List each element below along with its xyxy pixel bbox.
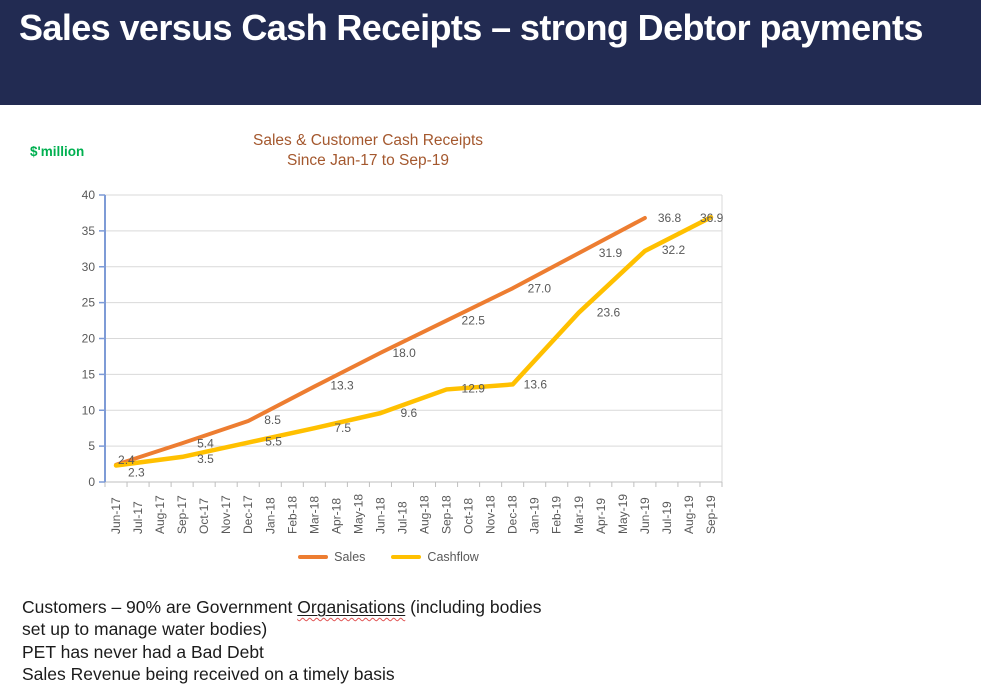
x-tick-label: Nov-18 <box>484 495 498 534</box>
y-tick-label: 5 <box>88 439 95 453</box>
notes-line-1-end: (including bodies <box>405 597 542 617</box>
notes-line-2: set up to manage water bodies) <box>22 619 268 640</box>
chart-title: Sales & Customer Cash Receipts Since Jan… <box>168 131 568 171</box>
data-label-sales: 27.0 <box>528 281 552 295</box>
notes-line-4: Sales Revenue being received on a timely… <box>22 664 395 685</box>
x-tick-label: Jan-19 <box>528 497 542 534</box>
x-tick-label: Sep-18 <box>440 495 454 534</box>
y-tick-label: 20 <box>82 332 96 346</box>
data-label-cashflow: 32.2 <box>662 243 686 257</box>
spellcheck-squiggle: Organisations <box>297 597 405 617</box>
series-line-cashflow <box>113 214 714 468</box>
data-label-cashflow: 36.9 <box>700 211 724 225</box>
x-tick-label: Aug-18 <box>418 495 432 534</box>
y-tick-label: 10 <box>82 403 96 417</box>
legend-line-swatch-icon <box>391 555 422 559</box>
data-label-cashflow: 3.5 <box>197 452 214 466</box>
data-label-cashflow: 12.9 <box>462 381 486 395</box>
line-chart: 0 5 10 15 20 25 30 35 40 Jun-17 Jul-17 Aug-17 Sep-17… <box>82 188 724 534</box>
x-tick-label: May-18 <box>351 494 365 534</box>
x-tick-label: May-19 <box>616 494 630 534</box>
data-label-sales: 5.4 <box>197 436 214 450</box>
data-label-cashflow: 23.6 <box>597 306 621 320</box>
page-title: Sales versus Cash Receipts – strong Debt… <box>19 7 923 48</box>
x-tick-label: Dec-18 <box>506 495 520 534</box>
y-tick-label: 35 <box>82 224 96 238</box>
x-tick-label: Sep-19 <box>704 495 718 534</box>
data-label-cashflow: 13.6 <box>524 377 548 391</box>
data-label-sales: 22.5 <box>462 314 486 328</box>
x-tick-label: Oct-17 <box>197 498 211 534</box>
data-label-sales: 18.0 <box>392 346 416 360</box>
notes-line-1: Customers – 90% are Government Organisat… <box>22 596 541 618</box>
x-tick-label: Jun-18 <box>373 497 387 534</box>
series-line-sales <box>114 215 647 467</box>
chart-title-line1: Sales & Customer Cash Receipts <box>252 132 483 149</box>
x-tick-label: Apr-18 <box>329 498 343 534</box>
x-tick-label: Jun-17 <box>109 497 123 534</box>
data-label-cashflow: 2.3 <box>128 465 145 479</box>
notes-line-3: PET has never had a Bad Debt <box>22 641 264 662</box>
x-tick-label: Jan-18 <box>263 497 277 534</box>
x-tick-label: Mar-18 <box>307 496 321 534</box>
data-label-sales: 8.5 <box>264 413 281 427</box>
misspelled-word: Organisations <box>297 597 406 617</box>
chart-legend: Sales Cashflow <box>80 550 697 564</box>
data-label-sales: 13.3 <box>330 379 354 393</box>
x-tick-label: Dec-17 <box>241 495 255 534</box>
x-tick-label: Nov-17 <box>219 495 233 534</box>
x-tick-label: Oct-18 <box>462 498 476 534</box>
legend-item-sales: Sales <box>298 550 365 564</box>
notes-line-1-start: Customers – 90% are Government <box>22 597 298 617</box>
x-tick-label: Apr-19 <box>594 498 608 534</box>
x-tick-label: Aug-19 <box>682 495 696 534</box>
x-tick-label: Sep-17 <box>175 495 189 534</box>
x-tick-label: Jul-18 <box>395 501 409 534</box>
axis-unit-label: $'million <box>30 144 85 159</box>
header-banner: Sales versus Cash Receipts – strong Debt… <box>0 0 981 105</box>
data-label-cashflow: 5.5 <box>265 435 282 449</box>
y-tick-label: 30 <box>82 260 96 274</box>
legend-label: Sales <box>334 550 366 564</box>
y-tick-label: 0 <box>88 475 95 489</box>
x-tick-label: Jul-17 <box>131 501 145 534</box>
data-label-sales: 36.8 <box>658 211 682 225</box>
x-tick-label: Jun-19 <box>638 497 652 534</box>
chart-title-line2: Since Jan-17 to Sep-19 <box>287 152 449 169</box>
data-label-cashflow: 9.6 <box>400 406 417 420</box>
x-tick-label: Feb-19 <box>550 496 564 534</box>
data-label-sales: 31.9 <box>599 246 623 260</box>
legend-item-cashflow: Cashflow <box>391 550 479 564</box>
legend-line-swatch-icon <box>298 555 329 559</box>
data-label-sales: 2.4 <box>118 453 135 467</box>
data-label-cashflow: 7.5 <box>334 421 351 435</box>
x-tick-label: Jul-19 <box>660 501 674 534</box>
legend-label: Cashflow <box>427 550 479 564</box>
x-tick-label: Aug-17 <box>153 495 167 534</box>
notes: Customers – 90% are Government Organisat… <box>22 596 541 686</box>
y-tick-label: 40 <box>82 188 96 202</box>
y-tick-label: 15 <box>82 367 96 381</box>
x-tick-label: Feb-18 <box>285 496 299 534</box>
x-tick-label: Mar-19 <box>572 496 586 534</box>
y-tick-label: 25 <box>82 296 96 310</box>
